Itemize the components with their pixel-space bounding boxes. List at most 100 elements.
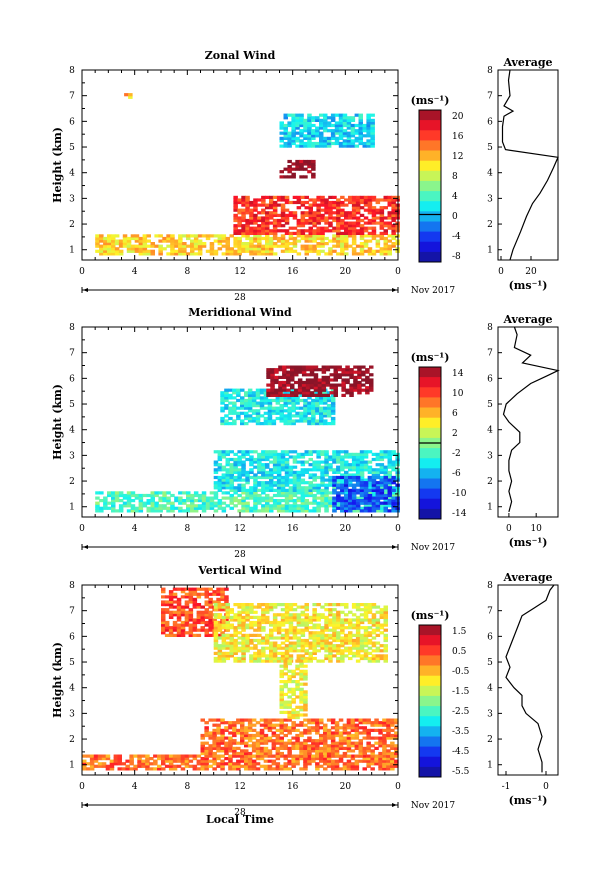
heatmap-cell xyxy=(316,475,321,480)
heatmap-cell xyxy=(307,134,312,138)
heatmap-cell xyxy=(326,746,332,750)
heatmap-cell xyxy=(233,216,238,220)
heatmap-cell xyxy=(299,123,304,128)
heatmap-cell xyxy=(228,388,233,392)
heatmap-cell xyxy=(276,488,282,492)
heatmap-cell xyxy=(272,252,278,256)
heatmap-cell xyxy=(345,380,350,385)
heatmap-cell xyxy=(263,726,269,730)
heatmap-cell xyxy=(319,764,324,768)
heatmap-cell xyxy=(354,741,360,745)
heatmap-cell xyxy=(200,736,205,740)
heatmap-cell xyxy=(284,608,290,612)
heatmap-cell xyxy=(176,628,182,632)
heatmap-cell xyxy=(283,741,288,745)
heatmap-cell xyxy=(367,249,373,253)
heatmap-cell xyxy=(296,656,302,661)
heatmap-cell xyxy=(375,628,381,632)
heatmap-cell xyxy=(342,726,348,730)
heatmap-cell xyxy=(383,244,388,248)
heatmap-cell xyxy=(274,388,279,392)
heatmap-cell xyxy=(387,247,392,251)
heatmap-cell xyxy=(200,762,205,766)
heatmap-cell xyxy=(346,136,352,140)
heatmap-cell xyxy=(299,767,304,771)
heatmap-cell xyxy=(295,165,300,169)
heatmap-cell xyxy=(249,475,254,480)
heatmap-cell xyxy=(338,759,344,763)
heatmap-cell xyxy=(386,762,391,766)
heatmap-cell xyxy=(269,236,274,241)
heatmap-cell xyxy=(251,723,257,727)
heatmap-cell xyxy=(216,736,221,740)
heatmap-cell xyxy=(348,626,353,630)
heatmap-cell xyxy=(237,613,242,617)
heatmap-cell xyxy=(355,615,361,619)
heatmap-cell xyxy=(317,386,323,390)
heatmap-cell xyxy=(358,751,363,756)
heatmap-cell xyxy=(271,726,277,730)
heatmap-cell xyxy=(284,654,290,658)
heatmap-cell xyxy=(249,610,254,614)
heatmap-cell xyxy=(272,195,278,199)
heatmap-cell xyxy=(216,590,221,594)
heatmap-cell xyxy=(261,654,266,658)
heatmap-cell xyxy=(342,746,348,750)
heatmap-cell xyxy=(390,718,395,722)
heatmap-cell xyxy=(312,644,317,648)
heatmap-cell xyxy=(233,231,238,235)
heatmap-cell xyxy=(154,506,159,510)
heatmap-cell xyxy=(233,465,238,469)
heatmap-cell xyxy=(367,659,373,663)
heatmap-cell xyxy=(261,200,266,205)
heatmap-cell xyxy=(345,365,350,369)
heatmap-field xyxy=(82,587,399,771)
heatmap-cell xyxy=(316,452,321,456)
heatmap-cell xyxy=(315,401,320,405)
heatmap-cell xyxy=(224,398,229,403)
heatmap-cell xyxy=(255,741,261,745)
heatmap-cell xyxy=(378,739,383,743)
heatmap-cell xyxy=(257,649,262,653)
heatmap-cell xyxy=(208,623,213,627)
heatmap-cell xyxy=(355,626,361,630)
heatmap-cell xyxy=(126,499,132,503)
heatmap-cell xyxy=(158,506,163,510)
heatmap-cell xyxy=(291,422,296,426)
heatmap-cell xyxy=(209,247,215,251)
heatmap-cell xyxy=(221,455,227,459)
heatmap-cell xyxy=(99,236,104,241)
heatmap-cell xyxy=(394,718,399,722)
heatmap-cell xyxy=(346,739,352,743)
heatmap-cell xyxy=(370,139,375,143)
heatmap-cell xyxy=(216,764,221,768)
heatmap-cell xyxy=(150,493,155,498)
heatmap-cell xyxy=(259,733,265,738)
heatmap-cell xyxy=(333,386,338,390)
heatmap-cell xyxy=(174,506,179,510)
heatmap-cell xyxy=(241,450,246,454)
heatmap-cell xyxy=(259,731,265,735)
heatmap-cell xyxy=(283,728,288,732)
heatmap-cell xyxy=(334,131,340,135)
heatmap-cell xyxy=(276,499,282,503)
heatmap-cell xyxy=(291,726,296,730)
heatmap-cell xyxy=(300,216,306,220)
heatmap-cell xyxy=(338,731,344,735)
heatmap-cell xyxy=(180,757,186,761)
heatmap-cell xyxy=(89,754,95,758)
heatmap-cell xyxy=(351,473,357,477)
heatmap-cell xyxy=(366,129,371,133)
heatmap-cell xyxy=(363,452,369,456)
heatmap-cell xyxy=(158,491,163,495)
heatmap-cell xyxy=(233,460,238,464)
heatmap-cell xyxy=(208,620,213,625)
heatmap-cell xyxy=(267,404,273,408)
heatmap-cell xyxy=(145,764,150,768)
heatmap-cell xyxy=(308,457,313,462)
heatmap-cell xyxy=(245,475,250,480)
heatmap-cell xyxy=(321,378,327,382)
heatmap-cell xyxy=(236,731,241,735)
